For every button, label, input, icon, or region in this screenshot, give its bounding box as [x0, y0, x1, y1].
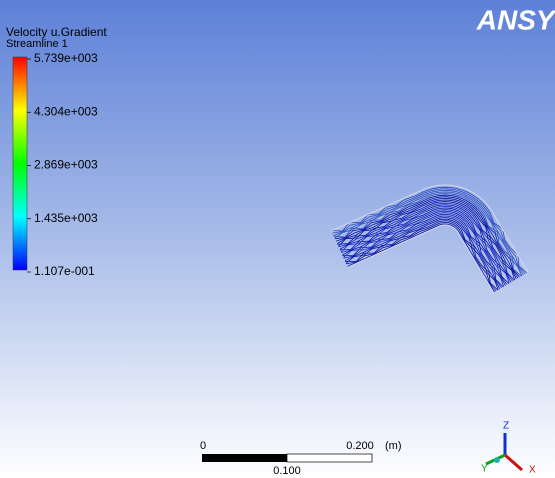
viewport: ANSYS Velocity u.Gradient Streamline 1 5…	[0, 0, 555, 478]
legend-label: 4.304e+003	[34, 104, 98, 118]
triad-z-label: Z	[503, 421, 509, 432]
scale-unit: (m)	[385, 440, 402, 452]
scale-start: 0	[200, 440, 206, 452]
scale-bar-black	[202, 454, 287, 462]
scale-end: 0.200	[346, 440, 374, 452]
legend-label: 1.107e-001	[34, 264, 95, 278]
triad-origin	[494, 457, 500, 463]
color-bar	[13, 57, 27, 270]
legend-label: 5.739e+003	[34, 51, 98, 65]
page: ANSYS Velocity u.Gradient Streamline 1 5…	[0, 0, 555, 478]
logo: ANSYS	[476, 4, 555, 35]
legend-subtitle: Streamline 1	[6, 38, 68, 50]
triad-x-label: X	[529, 465, 536, 476]
scale-bar-white	[287, 454, 372, 462]
triad-y-label: Y	[481, 464, 488, 475]
legend-label: 1.435e+003	[34, 211, 98, 225]
legend-label: 2.869e+003	[34, 158, 98, 172]
scale-mid: 0.100	[273, 465, 301, 477]
